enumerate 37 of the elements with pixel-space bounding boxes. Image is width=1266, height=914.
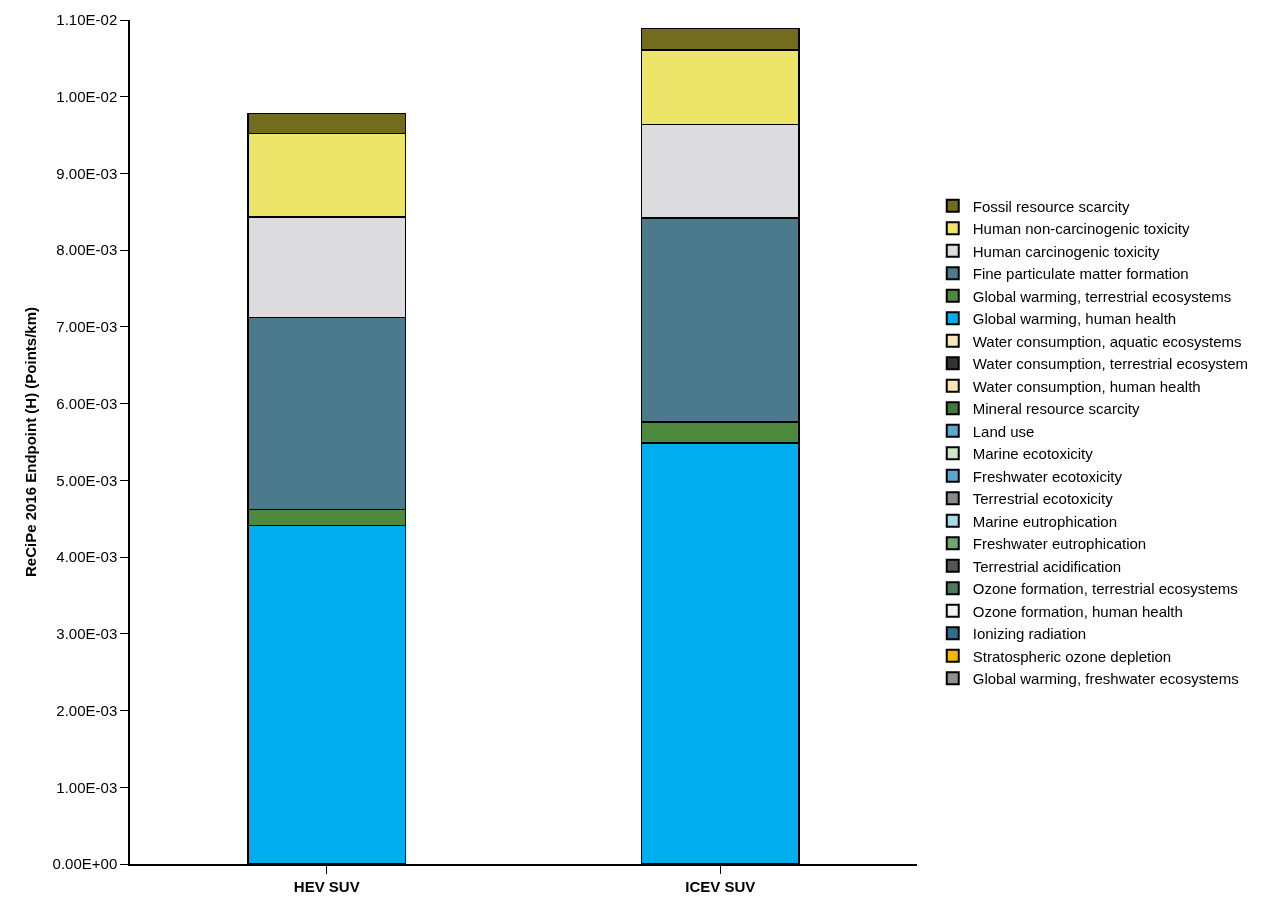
legend-label: Ozone formation, human health bbox=[972, 602, 1183, 620]
y-tick-label: 2.00E-03 bbox=[56, 701, 118, 719]
legend-label: Fine particulate matter formation bbox=[972, 265, 1189, 283]
legend-label: Human non-carcinogenic toxicity bbox=[972, 220, 1191, 238]
y-tick-label: 9.00E-03 bbox=[56, 164, 118, 182]
y-tick-label: 0.00E+00 bbox=[52, 855, 118, 873]
y-tick-label: 1.10E-02 bbox=[56, 11, 118, 29]
legend-label: Freshwater ecotoxicity bbox=[972, 467, 1123, 485]
legend-label: Marine eutrophication bbox=[972, 512, 1118, 530]
legend-label: Ozone formation, terrestrial ecosystems bbox=[972, 580, 1238, 598]
legend-label: Global warming, human health bbox=[972, 310, 1177, 328]
legend-label: Water consumption, aquatic ecosystems bbox=[972, 332, 1242, 350]
legend-label: Stratospheric ozone depletion bbox=[972, 647, 1172, 665]
y-tick-label: 1.00E-03 bbox=[56, 778, 118, 796]
y-axis-title: ReCiPe 2016 Endpoint (H) (Points/km) bbox=[22, 306, 40, 578]
legend-label: Water consumption, terrestrial ecosystem bbox=[972, 355, 1249, 373]
legend-label: Ionizing radiation bbox=[972, 625, 1087, 643]
legend-label: Human carcinogenic toxicity bbox=[972, 242, 1160, 260]
legend-label: Global warming, terrestrial ecosystems bbox=[972, 287, 1232, 305]
x-tick-label: HEV SUV bbox=[293, 877, 360, 895]
y-tick-label: 7.00E-03 bbox=[56, 318, 118, 336]
legend-label: Freshwater eutrophication bbox=[972, 535, 1147, 553]
legend-label: Mineral resource scarcity bbox=[972, 400, 1140, 418]
y-tick-label: 1.00E-02 bbox=[56, 87, 118, 105]
legend-label: Fossil resource scarcity bbox=[972, 197, 1130, 215]
x-tick-label: ICEV SUV bbox=[685, 877, 756, 895]
legend-label: Global warming, freshwater ecosystems bbox=[972, 670, 1239, 688]
y-tick-label: 3.00E-03 bbox=[56, 625, 118, 643]
y-tick-label: 8.00E-03 bbox=[56, 241, 118, 259]
y-tick-label: 5.00E-03 bbox=[56, 471, 118, 489]
legend-label: Terrestrial ecotoxicity bbox=[972, 490, 1114, 508]
legend-label: Water consumption, human health bbox=[972, 377, 1201, 395]
legend-label: Marine ecotoxicity bbox=[972, 445, 1094, 463]
y-tick-label: 4.00E-03 bbox=[56, 548, 118, 566]
legend-label: Terrestrial acidification bbox=[972, 557, 1122, 575]
legend-label: Land use bbox=[972, 422, 1035, 440]
y-tick-label: 6.00E-03 bbox=[56, 394, 118, 412]
